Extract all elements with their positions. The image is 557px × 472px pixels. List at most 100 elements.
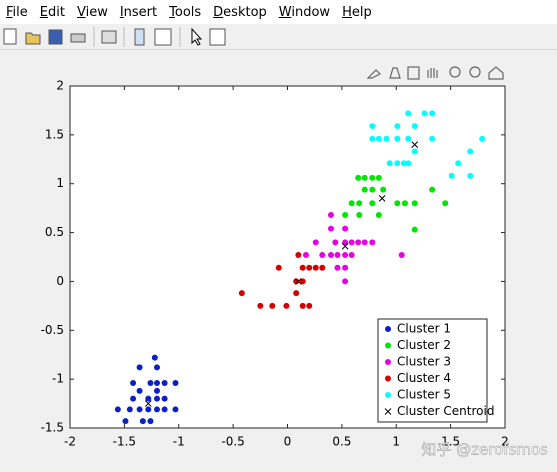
point <box>145 406 152 413</box>
point <box>295 252 302 259</box>
point <box>319 264 326 271</box>
save-icon[interactable] <box>48 29 63 45</box>
point <box>348 252 355 259</box>
zoom-in-icon[interactable] <box>449 66 461 78</box>
point <box>455 160 462 167</box>
point <box>421 110 428 117</box>
x-tick-label: 1.5 <box>441 435 460 449</box>
point <box>479 135 486 142</box>
property-icon[interactable] <box>209 28 226 46</box>
point <box>319 252 326 259</box>
watermark: 知乎 @zerofsmos <box>421 441 548 459</box>
x-tick-label: -1.5 <box>113 435 136 449</box>
point <box>355 239 362 246</box>
point <box>293 278 300 285</box>
point <box>411 123 418 130</box>
legend-box <box>377 318 488 423</box>
x-tick-label: 2 <box>501 435 509 449</box>
print-icon[interactable] <box>70 33 86 43</box>
x-tick-label: 0 <box>284 435 292 449</box>
point <box>369 174 376 181</box>
y-tick-label: -1 <box>52 372 64 386</box>
point <box>269 302 276 309</box>
point <box>405 135 412 142</box>
point <box>394 135 401 142</box>
point <box>306 264 313 271</box>
point <box>411 226 418 233</box>
point <box>275 264 282 271</box>
point <box>154 380 160 387</box>
point <box>283 302 290 309</box>
point <box>293 290 300 297</box>
menu-item[interactable]: File <box>6 4 28 20</box>
point <box>151 354 158 361</box>
point <box>145 395 152 402</box>
home-icon[interactable] <box>488 66 504 80</box>
pointer-icon[interactable] <box>191 27 203 46</box>
point <box>398 252 405 259</box>
point <box>172 380 179 387</box>
point <box>130 395 137 402</box>
centroid <box>411 141 419 148</box>
point <box>299 302 306 309</box>
x-tick-label: 1 <box>392 435 400 449</box>
new-icon[interactable] <box>3 28 17 45</box>
point <box>332 239 339 246</box>
point <box>429 110 436 117</box>
point <box>411 148 418 155</box>
point <box>136 406 143 413</box>
point <box>361 186 368 193</box>
legend-marker <box>385 359 391 365</box>
point <box>147 380 154 387</box>
link-icon[interactable] <box>101 30 117 44</box>
x-tick-label: -1 <box>173 435 185 449</box>
point <box>342 264 349 271</box>
point <box>369 135 376 142</box>
menu-item[interactable]: Insert <box>119 4 158 20</box>
point <box>139 418 146 425</box>
menu-bar: File Edit View Insert Tools Desktop Window Help <box>0 0 557 24</box>
open-icon[interactable] <box>25 32 41 45</box>
point <box>405 110 412 117</box>
point <box>126 406 133 413</box>
pan-icon[interactable] <box>427 68 438 78</box>
point <box>172 406 179 413</box>
menu-item[interactable]: Edit <box>39 4 65 20</box>
legend-label: Cluster 5 <box>397 388 451 402</box>
point <box>467 148 474 155</box>
menu-item[interactable]: Tools <box>169 4 202 20</box>
point <box>130 380 137 387</box>
point <box>328 225 334 232</box>
point <box>136 364 143 371</box>
point <box>394 123 401 130</box>
menu-item[interactable]: Desktop <box>213 4 267 20</box>
point <box>161 380 168 387</box>
legend-marker <box>385 375 391 382</box>
point <box>147 418 154 425</box>
brush-icon[interactable] <box>366 69 382 79</box>
datatip-icon[interactable] <box>389 67 401 79</box>
point <box>394 200 401 207</box>
point <box>369 123 376 130</box>
rotate-icon[interactable] <box>407 66 420 80</box>
x-tick-label: -2 <box>64 435 76 449</box>
chart: -2 -1.5 -1 -0.5 0 0.5 1 1.5 2-1.5-1-0.500.511.52… <box>41 66 548 459</box>
point <box>442 200 449 207</box>
menu-item[interactable]: Help <box>342 4 372 20</box>
legend-icon[interactable] <box>154 28 172 46</box>
centroid <box>144 400 152 407</box>
point <box>356 211 363 218</box>
menu-item[interactable]: View <box>76 4 108 20</box>
axes-toolbar <box>366 66 504 80</box>
point <box>154 387 160 394</box>
point <box>342 211 349 218</box>
point <box>429 186 436 193</box>
point <box>342 278 349 285</box>
zoom-out-icon[interactable] <box>469 66 481 78</box>
point <box>114 406 121 413</box>
point <box>161 406 168 413</box>
legend-label: Cluster 1 <box>397 322 451 336</box>
point <box>375 174 382 181</box>
menu-item[interactable]: Window <box>278 4 331 20</box>
colorbar-icon[interactable] <box>134 28 145 46</box>
